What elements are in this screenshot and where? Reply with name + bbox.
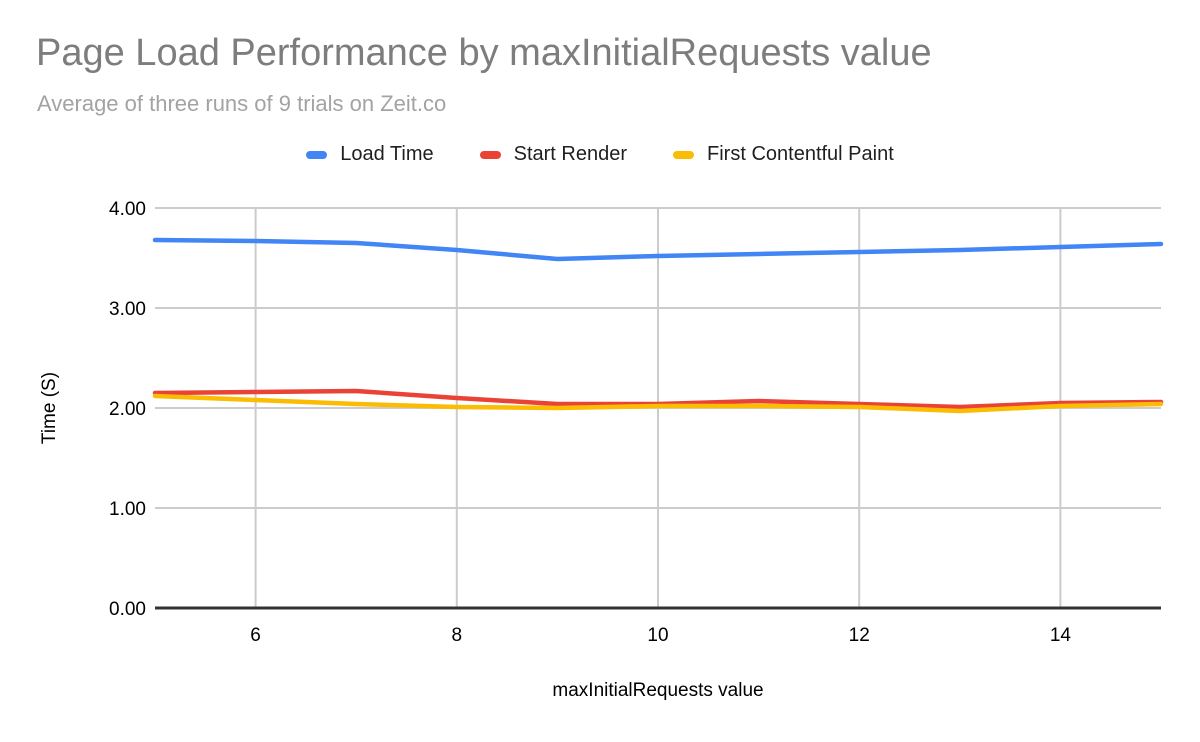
legend-item-first-contentful-paint[interactable]: First Contentful Paint [673,143,894,166]
chart-subtitle: Average of three runs of 9 trials on Zei… [37,91,447,116]
load-time-swatch-icon [306,150,328,159]
series-line-load-time[interactable] [152,237,1164,262]
chart-title: Page Load Performance by maxInitialReque… [36,32,932,74]
x-tick-label: 14 [1050,625,1072,646]
x-tick-label: 12 [849,625,870,646]
legend-item-load-time[interactable]: Load Time [306,143,434,166]
y-tick-label: 4.00 [109,199,146,220]
legend-label-start-render: Start Render [513,143,628,165]
x-tick-label: 8 [452,625,463,646]
x-axis-title: maxInitialRequests value [552,680,764,701]
start-render-swatch-icon [479,150,501,159]
legend-label-first-contentful-paint: First Contentful Paint [707,143,894,165]
y-axis-title: Time (S) [39,371,60,445]
y-tick-label: 1.00 [109,499,146,520]
x-tick-label: 10 [647,625,668,646]
legend: Load Time Start Render First Contentful … [0,143,1200,166]
series-line-first-contentful-paint[interactable] [152,393,1164,414]
y-tick-label: 2.00 [109,399,146,420]
legend-item-start-render[interactable]: Start Render [479,143,628,166]
y-tick-label: 0.00 [109,599,146,620]
legend-label-load-time: Load Time [340,143,434,165]
first-contentful-paint-swatch-icon [673,150,695,159]
y-tick-label: 3.00 [109,299,146,320]
x-tick-label: 6 [250,625,261,646]
